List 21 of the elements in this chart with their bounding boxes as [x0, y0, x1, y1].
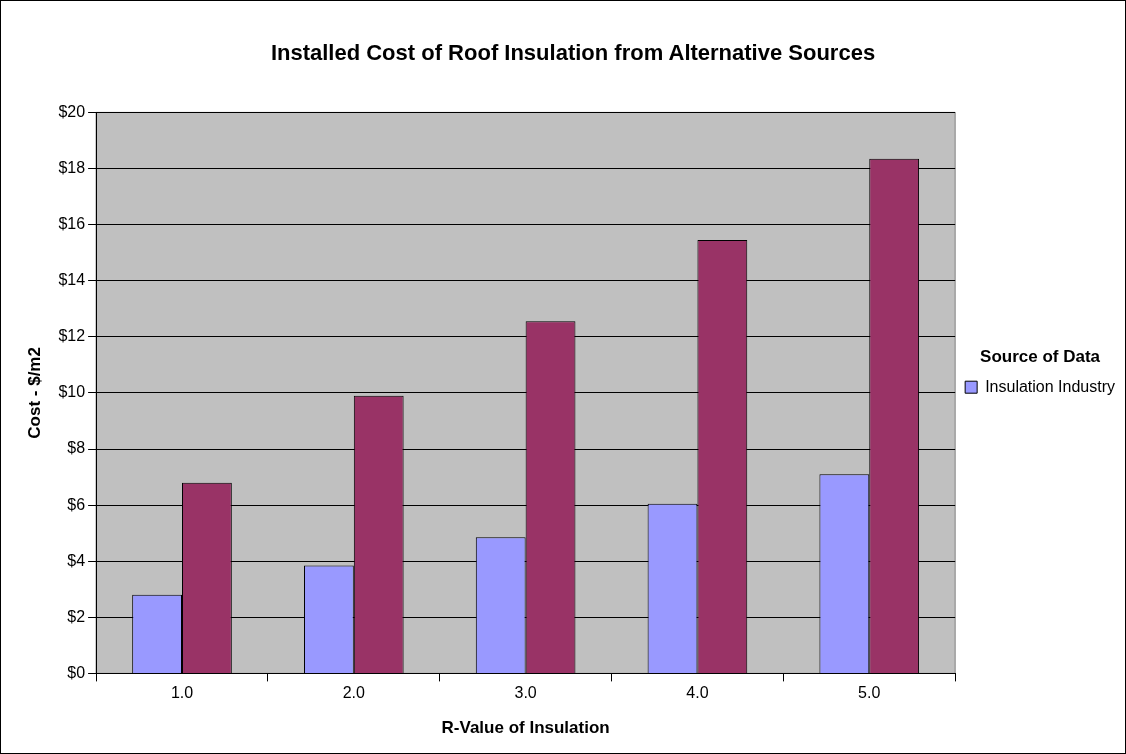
y-tick-label: $16	[58, 215, 86, 233]
x-tick-label: 3.0	[514, 684, 537, 702]
x-tick-label: 5.0	[858, 684, 881, 702]
y-tick-label: $18	[58, 158, 86, 176]
y-tick-label: $12	[58, 327, 86, 345]
legend-label: Insulation Industry	[985, 377, 1116, 395]
y-tick-label: $14	[58, 271, 86, 289]
y-tick-label: $10	[58, 383, 86, 401]
y-tick-label: $0	[67, 663, 86, 681]
y-axis-title: Cost - $/m2	[24, 347, 44, 439]
y-tick-label: $2	[67, 607, 86, 625]
y-tick-label: $4	[67, 551, 86, 569]
x-tick-label: 2.0	[342, 684, 366, 702]
x-tick-label: 1.0	[170, 684, 194, 702]
x-tick-label: 4.0	[686, 684, 709, 702]
x-axis-title: R-Value of Insulation	[441, 718, 610, 738]
y-tick-label: $8	[67, 439, 86, 457]
chart-title: Installed Cost of Roof Insulation from Alternative Sources	[270, 40, 876, 66]
y-tick-label: $20	[58, 102, 86, 120]
legend-title: Source of Data	[980, 346, 1101, 366]
y-tick-label: $6	[67, 495, 86, 513]
